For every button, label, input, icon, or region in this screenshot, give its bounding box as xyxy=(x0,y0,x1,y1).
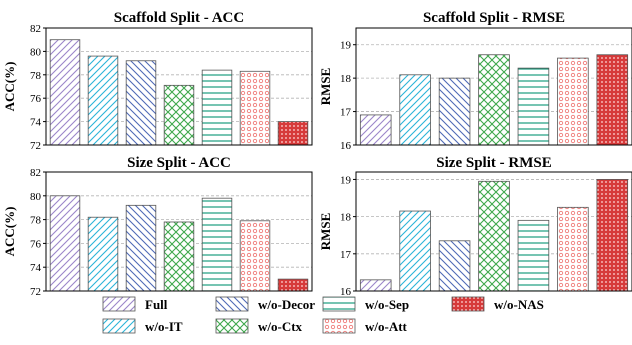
bar-w-o-ctx xyxy=(163,221,195,292)
panel-title: Scaffold Split - RMSE xyxy=(423,10,565,26)
bar-full xyxy=(359,114,392,146)
y-axis-label: RMSE xyxy=(318,213,333,251)
legend-item-w-o-it: w/o-IT xyxy=(102,318,183,334)
y-tick-label: 82 xyxy=(30,23,41,35)
panel-scaffold-split-rmse: 16 17 18 19 Scaffold Split - RMSE RMSE xyxy=(318,10,632,152)
bar-w-o-decor xyxy=(125,60,157,146)
legend-swatch xyxy=(451,296,485,312)
bar-w-o-sep xyxy=(517,219,550,292)
legend-label: w/o-IT xyxy=(145,319,183,334)
bar-w-o-sep xyxy=(201,197,233,292)
bar-w-o-att xyxy=(557,57,589,146)
axes-frame xyxy=(355,171,632,292)
panel-title: Size Split - ACC xyxy=(127,155,231,171)
y-tick-label: 74 xyxy=(30,262,42,274)
bar-w-o-decor xyxy=(438,240,471,292)
bar-full xyxy=(49,195,81,292)
y-tick-label: 17 xyxy=(340,249,352,261)
y-tick-label: 82 xyxy=(30,167,41,179)
legend-swatch xyxy=(102,318,136,334)
y-tick-label: 80 xyxy=(30,191,42,203)
y-tick-label: 72 xyxy=(30,140,41,152)
y-tick-label: 19 xyxy=(340,40,352,52)
legend-label: w/o-Sep xyxy=(365,297,409,312)
bar-w-o-it xyxy=(87,55,119,146)
y-tick-label: 78 xyxy=(30,215,42,227)
legend-label: w/o-NAS xyxy=(494,297,544,312)
legend-item-w-o-sep: w/o-Sep xyxy=(322,296,409,312)
bar-w-o-sep xyxy=(517,67,550,146)
legend-item-full: Full xyxy=(102,296,168,312)
bar-w-o-it xyxy=(399,210,431,292)
y-tick-label: 74 xyxy=(30,117,42,129)
bar-w-o-ctx xyxy=(478,180,510,292)
bar-w-o-att xyxy=(557,206,589,292)
y-tick-label: 16 xyxy=(340,286,352,298)
panel-size-split-acc: 72 74 76 78 80 82 Size Split - ACC ACC(%) xyxy=(2,155,313,298)
bar-w-o-ctx xyxy=(478,54,510,146)
axes-frame xyxy=(45,171,313,292)
y-tick-label: 72 xyxy=(30,286,41,298)
bar-w-o-decor xyxy=(125,204,157,292)
y-tick-label: 18 xyxy=(340,73,352,85)
legend: Full w/o-Decor w/o-Sep w/o-NAS w/o-IT w/o-Ctx… xyxy=(102,296,544,334)
legend-label: Full xyxy=(145,297,168,312)
legend-swatch xyxy=(215,318,249,334)
panel-size-split-rmse: 16 17 18 19 Size Split - RMSE RMSE xyxy=(318,155,632,298)
axes-frame xyxy=(45,27,313,146)
legend-swatch xyxy=(322,318,356,334)
legend-item-w-o-ctx: w/o-Ctx xyxy=(215,318,303,334)
bar-w-o-att xyxy=(239,70,271,146)
bar-w-o-it xyxy=(87,216,119,292)
legend-item-w-o-nas: w/o-NAS xyxy=(451,296,544,312)
y-tick-label: 19 xyxy=(340,174,352,186)
y-tick-label: 78 xyxy=(30,70,42,82)
panel-title: Size Split - RMSE xyxy=(436,155,551,171)
bar-w-o-nas xyxy=(596,54,629,146)
legend-swatch xyxy=(215,296,249,312)
y-axis-label: RMSE xyxy=(318,68,333,106)
bar-w-o-att xyxy=(239,220,271,292)
y-axis-label: ACC(%) xyxy=(2,62,17,112)
legend-swatch xyxy=(322,296,356,312)
y-tick-label: 16 xyxy=(340,140,352,152)
legend-label: w/o-Ctx xyxy=(258,319,303,334)
legend-label: w/o-Decor xyxy=(258,297,315,312)
y-axis-label: ACC(%) xyxy=(2,207,17,257)
legend-label: w/o-Att xyxy=(365,319,408,334)
legend-item-w-o-decor: w/o-Decor xyxy=(215,296,315,312)
y-tick-label: 76 xyxy=(30,238,42,250)
panel-scaffold-split-acc: 72 74 76 78 80 82 Scaffold Split - ACC ACC(%) xyxy=(2,10,313,152)
bar-w-o-ctx xyxy=(163,84,195,146)
bar-w-o-sep xyxy=(201,69,233,146)
y-tick-label: 17 xyxy=(340,107,352,119)
y-tick-label: 80 xyxy=(30,46,42,58)
bar-w-o-nas xyxy=(596,179,629,292)
bar-w-o-it xyxy=(399,74,431,146)
y-tick-label: 76 xyxy=(30,93,42,105)
bar-full xyxy=(49,39,81,146)
bar-w-o-decor xyxy=(438,77,471,146)
bar-w-o-nas xyxy=(277,278,309,292)
axes-frame xyxy=(355,27,632,146)
panel-title: Scaffold Split - ACC xyxy=(114,10,244,26)
legend-item-w-o-att: w/o-Att xyxy=(322,318,408,334)
bar-full xyxy=(359,279,392,292)
y-tick-label: 18 xyxy=(340,212,352,224)
legend-swatch xyxy=(102,296,136,312)
bar-w-o-nas xyxy=(277,121,309,146)
